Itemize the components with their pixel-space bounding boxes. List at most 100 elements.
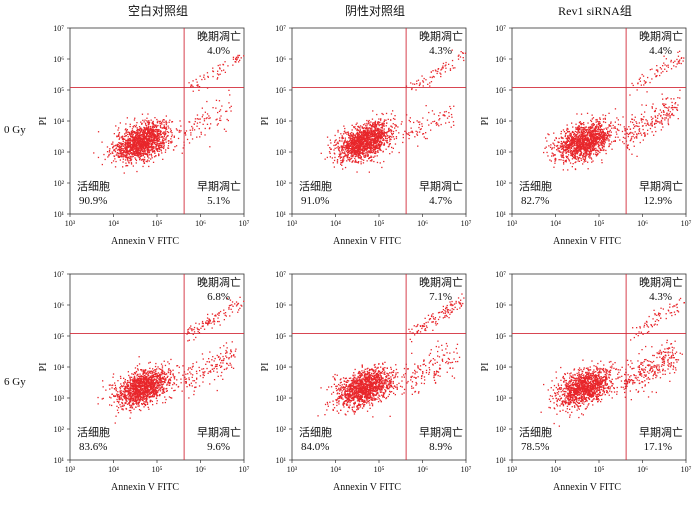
scatter-point xyxy=(586,130,587,131)
scatter-point xyxy=(672,113,673,114)
scatter-point xyxy=(165,149,166,150)
scatter-point xyxy=(197,114,198,115)
scatter-point xyxy=(352,125,353,126)
scatter-point xyxy=(345,138,346,139)
scatter-point xyxy=(393,123,394,124)
scatter-point xyxy=(664,117,665,118)
scatter-point xyxy=(557,145,558,146)
scatter-point xyxy=(581,146,582,147)
scatter-point xyxy=(380,140,381,141)
scatter-point xyxy=(386,149,387,150)
scatter-point xyxy=(553,155,554,156)
scatter-point xyxy=(122,153,123,154)
scatter-point xyxy=(587,150,588,151)
x-tick-label: 10⁷ xyxy=(239,219,250,228)
scatter-point xyxy=(445,122,446,123)
scatter-point xyxy=(204,118,205,119)
scatter-point xyxy=(357,149,358,150)
scatter-point xyxy=(628,144,629,145)
scatter-point xyxy=(114,156,115,157)
scatter-point xyxy=(126,154,127,155)
scatter-point xyxy=(657,71,658,72)
scatter-point xyxy=(224,61,225,62)
scatter-point xyxy=(166,128,167,129)
scatter-point xyxy=(158,153,159,154)
scatter-point xyxy=(147,148,148,149)
scatter-point xyxy=(162,120,163,121)
scatter-point xyxy=(148,146,149,147)
scatter-point xyxy=(345,167,346,168)
scatter-point xyxy=(380,118,381,119)
scatter-point xyxy=(350,155,351,156)
scatter-point xyxy=(351,153,352,154)
scatter-point xyxy=(661,123,662,124)
scatter-point xyxy=(668,67,669,68)
scatter-point xyxy=(374,148,375,149)
scatter-point xyxy=(608,146,609,147)
scatter-point xyxy=(582,129,583,130)
scatter-point xyxy=(670,115,671,116)
scatter-point xyxy=(547,155,548,156)
scatter-point xyxy=(340,160,341,161)
scatter-point xyxy=(591,158,592,159)
scatter-point xyxy=(632,132,633,133)
scatter-point xyxy=(227,65,228,66)
scatter-point xyxy=(364,135,365,136)
scatter-point xyxy=(367,148,368,149)
scatter-point xyxy=(344,128,345,129)
scatter-point xyxy=(346,142,347,143)
scatter-point xyxy=(369,125,370,126)
scatter-point xyxy=(666,65,667,66)
scatter-point xyxy=(401,123,402,124)
scatter-point xyxy=(126,165,127,166)
scatter-point xyxy=(158,133,159,134)
scatter-point xyxy=(643,84,644,85)
scatter-point xyxy=(572,156,573,157)
scatter-point xyxy=(572,146,573,147)
scatter-point xyxy=(432,77,433,78)
scatter-point xyxy=(205,128,206,129)
scatter-point xyxy=(615,128,616,129)
scatter-point xyxy=(453,67,454,68)
x-axis-title: Annexin V FITC xyxy=(111,236,179,247)
scatter-point xyxy=(416,133,417,134)
scatter-point xyxy=(632,122,633,123)
scatter-point xyxy=(385,120,386,121)
scatter-point xyxy=(579,128,580,129)
scatter-point xyxy=(153,130,154,131)
scatter-point xyxy=(363,155,364,156)
scatter-point xyxy=(572,132,573,133)
scatter-point xyxy=(421,75,422,76)
scatter-point xyxy=(377,128,378,129)
scatter-point xyxy=(364,127,365,128)
scatter-point xyxy=(430,130,431,131)
scatter-point xyxy=(611,141,612,142)
scatter-point xyxy=(124,146,125,147)
scatter-point xyxy=(176,379,177,380)
scatter-point xyxy=(666,113,667,114)
scatter-point xyxy=(118,156,119,157)
scatter-point xyxy=(357,153,358,154)
scatter-point xyxy=(136,122,137,123)
x-axis-title: Annexin V FITC xyxy=(553,236,621,247)
scatter-point xyxy=(131,134,132,135)
scatter-point xyxy=(639,128,640,129)
scatter-point xyxy=(590,157,591,158)
scatter-point xyxy=(580,129,581,130)
scatter-point xyxy=(590,120,591,121)
scatter-point xyxy=(148,166,149,167)
scatter-point xyxy=(217,71,218,72)
scatter-point xyxy=(381,113,382,114)
x-tick-label: 10⁵ xyxy=(594,219,605,228)
scatter-point xyxy=(344,153,345,154)
scatter-point xyxy=(609,126,610,127)
y-tick-label: 10⁵ xyxy=(495,86,506,95)
scatter-point xyxy=(435,70,436,71)
scatter-point xyxy=(554,163,555,164)
scatter-point xyxy=(233,57,234,58)
scatter-point xyxy=(358,130,359,131)
scatter-point xyxy=(348,149,349,150)
scatter-point xyxy=(423,133,424,134)
scatter-point xyxy=(586,126,587,127)
scatter-point xyxy=(671,68,672,69)
